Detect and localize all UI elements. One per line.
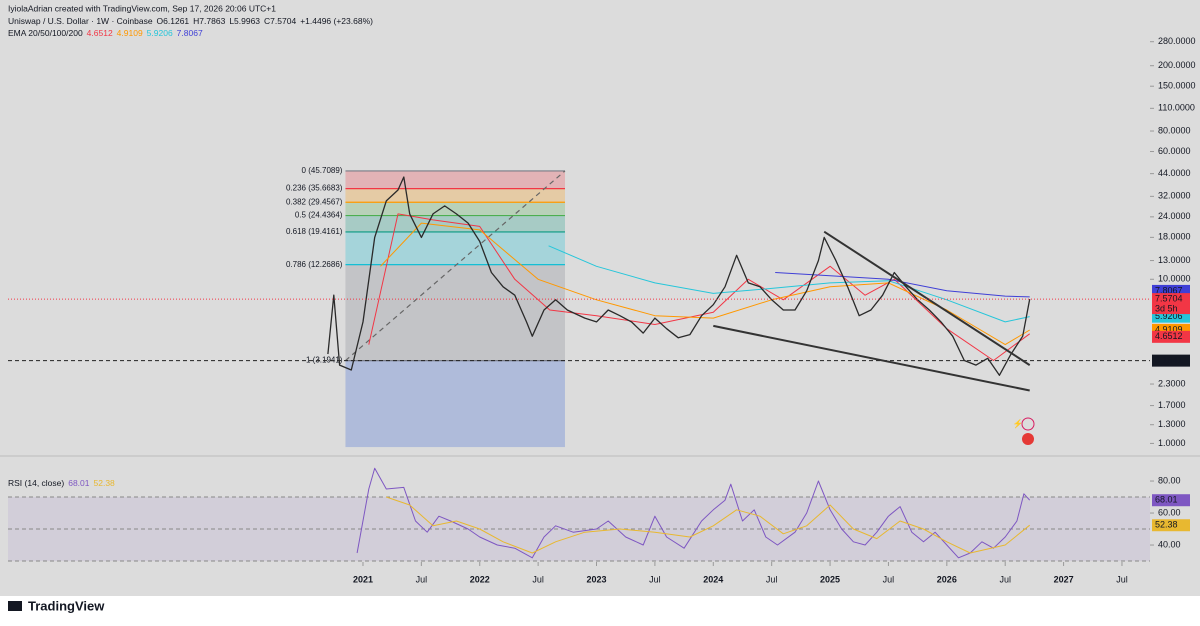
- rsi-tag: 52.38: [1155, 520, 1178, 530]
- rsi-tick-label: 40.00: [1158, 539, 1181, 549]
- ema-line: EMA 20/50/100/200 4.6512 4.9109 5.9206 7.806…: [8, 28, 203, 38]
- x-tick-label: 2025: [820, 574, 840, 584]
- ema-line: [368, 213, 1030, 361]
- trendline: [823, 230, 1031, 366]
- rsi-title: RSI (14, close): [8, 478, 64, 488]
- x-tick-label: Jul: [1116, 574, 1128, 584]
- price-tag: 4.6512: [1155, 331, 1183, 341]
- ema-value: 4.9109: [117, 28, 143, 38]
- fib-label: 0.618 (19.4161): [286, 227, 343, 236]
- fib-label: 0.382 (29.4567): [286, 197, 343, 206]
- y-tick-label: 280.0000: [1158, 36, 1196, 46]
- symbol: Uniswap / U.S. Dollar · 1W · Coinbase: [8, 16, 153, 26]
- y-tick-label: 150.0000: [1158, 81, 1196, 91]
- y-tick-label: 32.0000: [1158, 191, 1191, 201]
- ohlc-value: O6.1261: [157, 16, 190, 26]
- fib-zone: [345, 202, 565, 216]
- price-line: [327, 176, 1031, 376]
- x-tick-label: 2023: [586, 574, 606, 584]
- x-tick-label: Jul: [999, 574, 1011, 584]
- fib-zone: [345, 264, 565, 361]
- x-tick-label: 2026: [937, 574, 957, 584]
- ema-value: 5.9206: [147, 28, 173, 38]
- y-tick-label: 2.3000: [1158, 378, 1186, 388]
- event-icon[interactable]: [1022, 433, 1034, 445]
- brand: TradingView: [28, 598, 105, 613]
- x-tick-label: 2022: [470, 574, 490, 584]
- rsi-header: RSI (14, close) 68.01 52.38: [8, 478, 115, 488]
- rsi-value: 52.38: [94, 478, 116, 488]
- fib-zone: [345, 215, 565, 232]
- x-tick-label: Jul: [649, 574, 661, 584]
- y-tick-label: 1.0000: [1158, 438, 1186, 448]
- fib-zone: [345, 231, 565, 265]
- ema-title: EMA 20/50/100/200: [8, 28, 83, 38]
- rsi-tag-bg: [1152, 519, 1190, 532]
- countdown: 3d 5h: [1155, 303, 1178, 313]
- x-tick-label: Jul: [416, 574, 428, 584]
- credit: IyiolaAdrian created with TradingView.co…: [8, 3, 276, 13]
- price-tag: 7.5704: [1155, 293, 1183, 303]
- ema-value: 7.8067: [177, 28, 203, 38]
- y-tick-label: 80.0000: [1158, 125, 1191, 135]
- x-tick-label: Jul: [766, 574, 778, 584]
- price-tag: 7.8067: [1155, 285, 1183, 295]
- symbol-line: Uniswap / U.S. Dollar · 1W · Coinbase O6.…: [8, 16, 373, 26]
- x-tick-label: Jul: [883, 574, 895, 584]
- fib-label: 0.236 (35.6683): [286, 184, 343, 193]
- ema-line: [380, 222, 1030, 346]
- y-tick-label: 1.7000: [1158, 400, 1186, 410]
- y-tick-label: 13.0000: [1158, 255, 1191, 265]
- rsi-value: 68.01: [68, 478, 90, 488]
- x-tick-label: 2021: [353, 574, 373, 584]
- rsi-line: [386, 496, 1031, 554]
- ema-value: 4.6512: [87, 28, 113, 38]
- rsi-tick-label: 60.00: [1158, 507, 1181, 517]
- rsi-line: [356, 467, 1031, 559]
- y-tick-label: 44.0000: [1158, 168, 1191, 178]
- y-tick-label: 60.0000: [1158, 146, 1191, 156]
- y-tick-label: 110.0000: [1158, 103, 1195, 113]
- trendline: [713, 324, 1030, 392]
- rsi-tag: 68.01: [1155, 495, 1178, 505]
- rsi-tag-bg: [1152, 494, 1190, 507]
- ohlc-value: H7.7863: [193, 16, 225, 26]
- fib-trend: [345, 170, 566, 362]
- x-tick-label: Jul: [532, 574, 544, 584]
- price-tag: 5.9206: [1155, 311, 1183, 321]
- ema-line: [775, 272, 1030, 298]
- fib-extension: [345, 360, 565, 448]
- rsi-tick-label: 80.00: [1158, 475, 1181, 485]
- price-tag-bg: [1152, 293, 1190, 315]
- y-tick-label: 18.0000: [1158, 232, 1191, 242]
- y-tick-label: 10.0000: [1158, 274, 1191, 284]
- fib-zone: [345, 170, 565, 189]
- ema-line: [548, 245, 1030, 323]
- fib-label: 0.5 (24.4364): [295, 211, 343, 220]
- y-tick-label: 1.3000: [1158, 419, 1186, 429]
- fib-label: 0.786 (12.2686): [286, 260, 343, 269]
- y-tick-label: 24.0000: [1158, 211, 1191, 221]
- ohlc-value: L5.9963: [229, 16, 260, 26]
- y-tick-label: 200.0000: [1158, 60, 1196, 70]
- x-tick-label: 2024: [703, 574, 723, 584]
- fib-zone: [345, 188, 565, 203]
- price-tag-bg: [1152, 330, 1190, 343]
- ohlc-value: +1.4496 (+23.68%): [300, 16, 373, 26]
- x-tick-label: 2027: [1054, 574, 1074, 584]
- icon-lightning[interactable]: ⚡: [1013, 418, 1024, 429]
- event-icon[interactable]: [1021, 417, 1035, 431]
- price-tag: 3.1941: [1155, 355, 1183, 365]
- ohlc-value: C7.5704: [264, 16, 296, 26]
- price-tag-bg: [1152, 354, 1190, 367]
- fib-label: 0 (45.7089): [302, 166, 343, 175]
- brand-logo: [8, 601, 22, 611]
- price-tag: 4.9109: [1155, 324, 1183, 334]
